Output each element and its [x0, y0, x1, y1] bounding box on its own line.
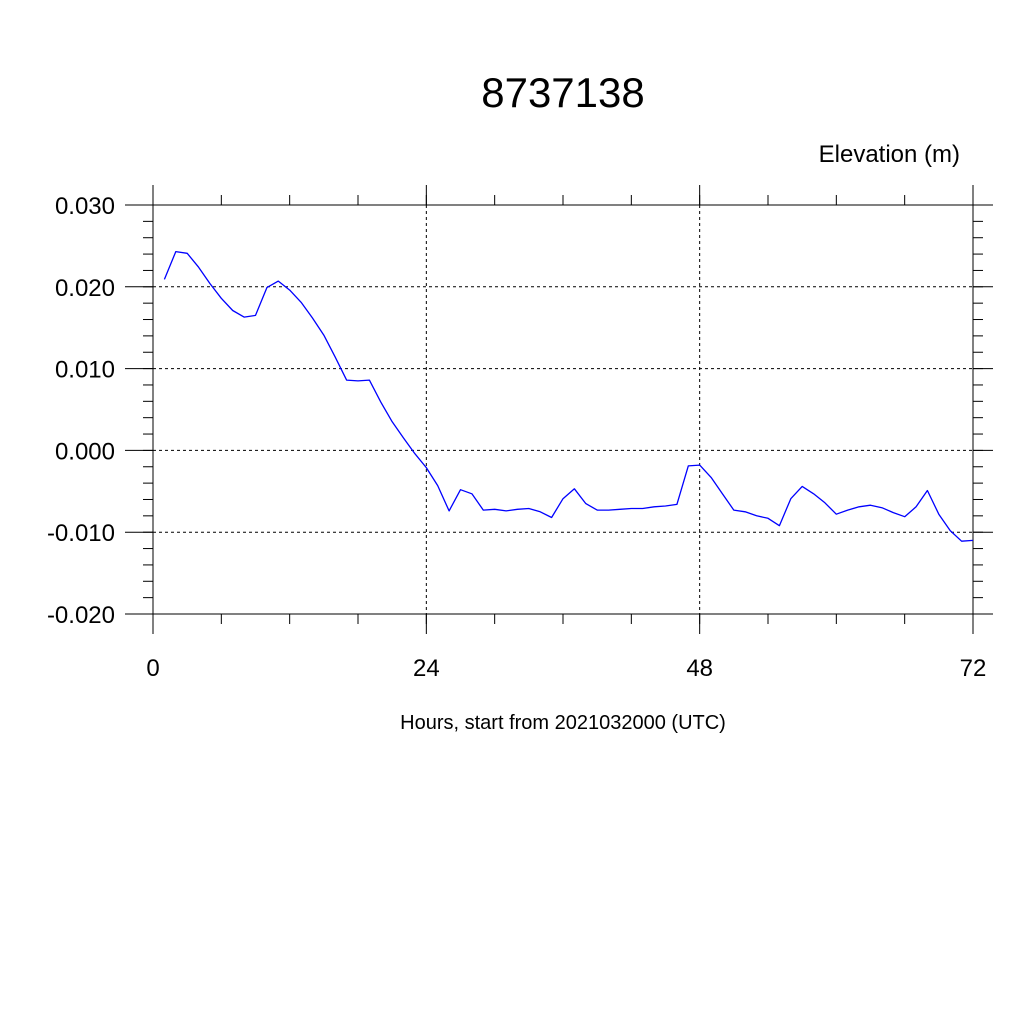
- y-tick-label: -0.020: [47, 602, 115, 629]
- x-tick-label: 48: [686, 655, 713, 682]
- elevation-series-line: [163, 250, 974, 542]
- y-tick-label: 0.030: [55, 193, 115, 220]
- y-tick-label: 0.000: [55, 438, 115, 465]
- x-axis-label: Hours, start from 2021032000 (UTC): [400, 712, 726, 734]
- y-tick-labels: 0.030 0.020 0.010 0.000 -0.010 -0.020: [47, 193, 115, 629]
- chart-title: 8737138: [481, 69, 645, 116]
- y-tick-label: -0.010: [47, 520, 115, 547]
- y-tick-label: 0.010: [55, 357, 115, 384]
- axis-ticks: [125, 185, 993, 634]
- x-tick-label: 0: [146, 655, 159, 682]
- series-layer: [163, 250, 974, 542]
- units-label: Elevation (m): [819, 141, 960, 168]
- x-tick-label: 24: [413, 655, 440, 682]
- x-tick-label: 72: [960, 655, 987, 682]
- y-tick-label: 0.020: [55, 275, 115, 302]
- grid-lines: [153, 204, 973, 615]
- x-tick-labels: 0 24 48 72: [146, 655, 986, 682]
